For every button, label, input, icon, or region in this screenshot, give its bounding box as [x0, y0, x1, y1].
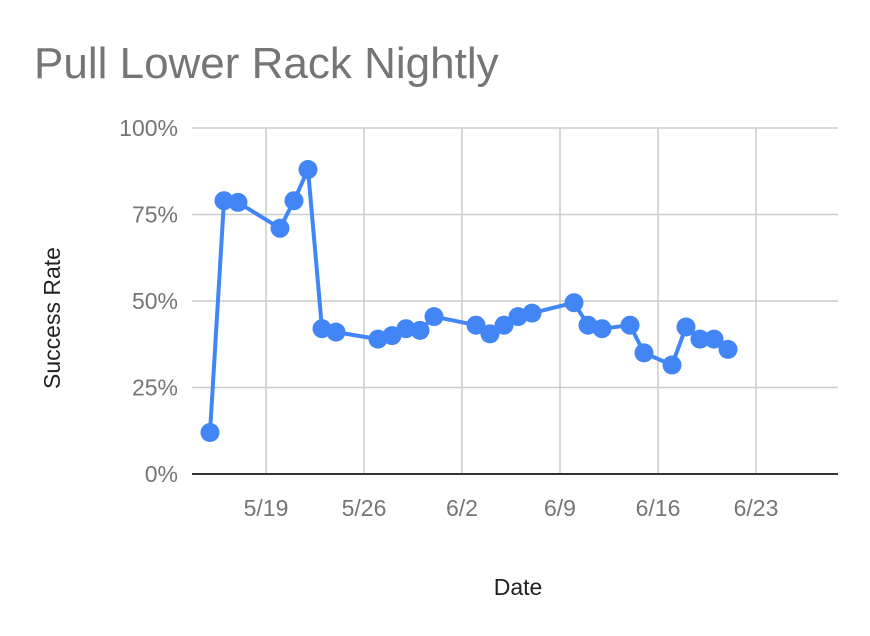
- data-point[interactable]: [480, 324, 500, 344]
- x-tick-label: 5/26: [342, 495, 387, 521]
- y-tick-label: 25%: [132, 375, 178, 401]
- data-point[interactable]: [522, 303, 542, 323]
- x-tick-label: 6/2: [446, 495, 478, 521]
- y-axis-ticks: 0% 25% 50% 75% 100%: [119, 115, 178, 487]
- data-point[interactable]: [634, 343, 654, 363]
- x-axis-title: Date: [494, 574, 543, 600]
- data-point[interactable]: [466, 315, 486, 335]
- data-point[interactable]: [284, 191, 304, 211]
- data-point[interactable]: [718, 339, 738, 359]
- data-point[interactable]: [424, 307, 444, 327]
- data-point[interactable]: [704, 329, 724, 349]
- x-tick-label: 6/23: [734, 495, 779, 521]
- y-tick-label: 100%: [119, 115, 178, 141]
- y-axis-title: Success Rate: [39, 247, 65, 389]
- y-tick-label: 0%: [145, 461, 178, 487]
- data-point[interactable]: [690, 329, 710, 349]
- gridlines: [192, 127, 838, 475]
- y-tick-label: 75%: [132, 202, 178, 228]
- data-point[interactable]: [662, 355, 682, 375]
- data-point[interactable]: [564, 293, 584, 313]
- data-point[interactable]: [396, 319, 416, 339]
- data-point[interactable]: [200, 423, 220, 442]
- data-point[interactable]: [494, 315, 514, 335]
- data-point[interactable]: [620, 315, 640, 335]
- data-point[interactable]: [270, 218, 290, 238]
- data-point[interactable]: [326, 322, 346, 342]
- x-tick-label: 6/9: [544, 495, 576, 521]
- data-point[interactable]: [676, 317, 696, 337]
- series-points: [200, 160, 738, 442]
- chart-title: Pull Lower Rack Nightly: [34, 39, 499, 88]
- x-axis-ticks: 5/19 5/26 6/2 6/9 6/16 6/23: [244, 495, 779, 521]
- x-tick-label: 6/16: [636, 495, 681, 521]
- data-point[interactable]: [592, 319, 612, 339]
- data-point[interactable]: [214, 191, 234, 211]
- x-tick-label: 5/19: [244, 495, 289, 521]
- y-tick-label: 50%: [132, 288, 178, 314]
- data-point[interactable]: [228, 192, 248, 212]
- data-point[interactable]: [298, 160, 318, 179]
- data-point[interactable]: [410, 320, 430, 340]
